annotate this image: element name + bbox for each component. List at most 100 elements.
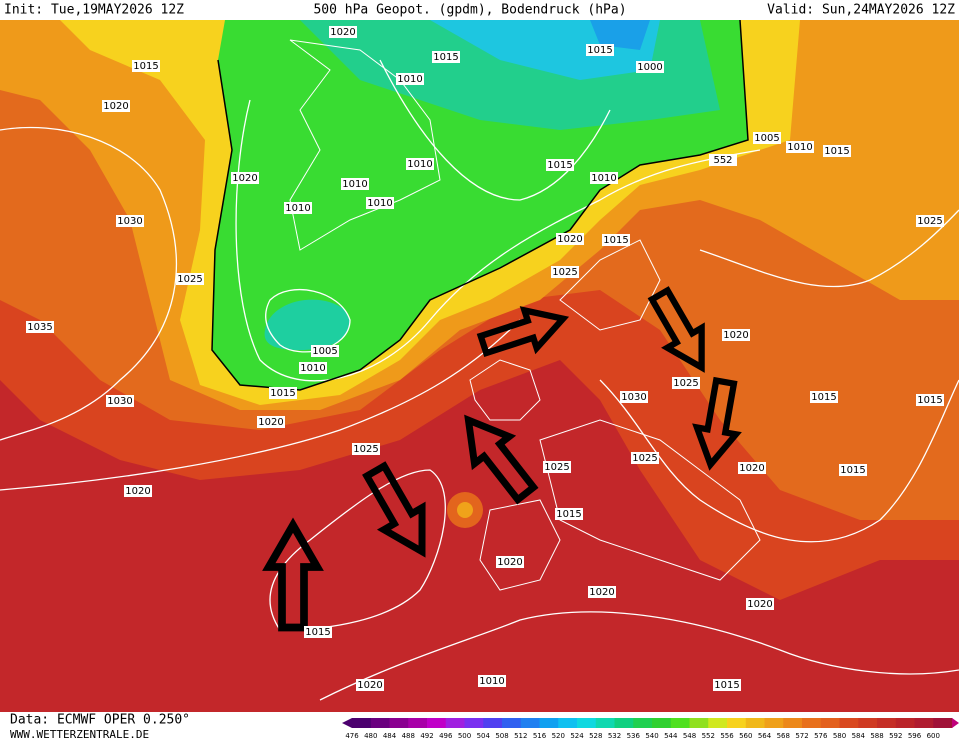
label-bg — [231, 172, 259, 184]
isobar-label: 1010 — [285, 203, 310, 214]
colorbar-label: 500 — [458, 732, 471, 740]
label-bg — [329, 26, 357, 38]
contour-552 — [211, 19, 749, 391]
isobar — [0, 319, 521, 491]
colorbar-label: 544 — [664, 732, 678, 740]
label-bg — [396, 73, 424, 85]
label-bg — [132, 60, 160, 72]
isobar-label: 1015 — [603, 235, 628, 246]
arrows — [262, 286, 742, 632]
colorbar-label: 496 — [439, 732, 453, 740]
isobar-label: 1020 — [723, 330, 748, 341]
label-bg — [269, 387, 297, 399]
isobar-label: 1020 — [497, 557, 522, 568]
colorbar-cell — [427, 718, 447, 728]
label-bg — [257, 416, 285, 428]
colorbar-cell — [595, 718, 615, 728]
colorbar-label: 560 — [739, 732, 752, 740]
colorbar-cell — [689, 718, 709, 728]
label-bg — [746, 598, 774, 610]
isobar-label: 1015 — [305, 627, 330, 638]
colorbar-cell — [558, 718, 578, 728]
colorbar-cell — [764, 718, 784, 728]
isobar-label: 1015 — [433, 52, 458, 63]
arrow — [692, 376, 742, 471]
map-title: 500 hPa Geopot. (gpdm), Bodendruck (hPa) — [313, 3, 626, 18]
isobar-label: 1020 — [232, 173, 257, 184]
isobar-label: 1025 — [544, 462, 569, 473]
isobar-label: 1020 — [739, 463, 764, 474]
isobar-label: 1015 — [714, 680, 739, 691]
colorbar-label: 588 — [870, 732, 883, 740]
label-bg — [299, 362, 327, 374]
colorbar-cell — [783, 718, 803, 728]
label-bg — [916, 394, 944, 406]
label-bg — [590, 172, 618, 184]
label-bg — [102, 100, 130, 112]
isobar-label: 1025 — [673, 378, 698, 389]
isobar-label: 1025 — [632, 453, 657, 464]
label-bg — [116, 215, 144, 227]
isobar-label: 1015 — [547, 160, 572, 171]
scandinavia — [559, 239, 661, 331]
label-bg — [546, 159, 574, 171]
isobar-labels: 1020 1015 1015 1000 1010 1015 1020 1005 1010 1015… — [26, 26, 944, 691]
colorbar-label: 536 — [627, 732, 641, 740]
label-bg — [738, 462, 766, 474]
low-center — [264, 299, 350, 350]
colorbar-label: 568 — [777, 732, 790, 740]
colorbar-label: 572 — [795, 732, 808, 740]
isobar — [599, 379, 959, 543]
label-bg — [620, 391, 648, 403]
isobars — [0, 59, 959, 701]
label-bg — [106, 395, 134, 407]
iberia — [479, 499, 561, 591]
isobar-label: 1020 — [103, 101, 128, 112]
colorbar-label: 524 — [570, 732, 584, 740]
init-time: Init: Tue,19MAY2026 12Z — [4, 3, 184, 18]
label-bg — [432, 51, 460, 63]
colorbar-label: 512 — [514, 732, 527, 740]
isobar-label: 1005 — [754, 133, 779, 144]
isobar-label: 1015 — [824, 146, 849, 157]
isobar — [319, 611, 959, 701]
label-bg — [304, 626, 332, 638]
colorbar-label: 596 — [908, 732, 922, 740]
map-area: 1020 1015 1015 1000 1010 1015 1020 1005 1010 1015… — [0, 19, 959, 712]
label-bg — [823, 145, 851, 157]
label-bg — [478, 675, 506, 687]
colorbar: 476 480 484 488 492 496 500 504 508 512 516 520 524 5… — [342, 718, 959, 740]
arrow — [464, 414, 539, 505]
colorbar-cell — [520, 718, 540, 728]
isobar-label: 1020 — [258, 417, 283, 428]
label-bg — [588, 586, 616, 598]
label-bg — [356, 679, 384, 691]
colorbar-cell — [483, 718, 503, 728]
isobar-label: 552 — [713, 155, 732, 166]
europe-coast — [539, 419, 761, 581]
isobar-label: 1025 — [353, 444, 378, 455]
label-bg — [636, 61, 664, 73]
isobar-label: 1010 — [591, 173, 616, 184]
colorbar-cell — [745, 718, 765, 728]
colorbar-cell — [802, 718, 822, 728]
isobar-label: 1010 — [397, 74, 422, 85]
label-bg — [341, 178, 369, 190]
colorbar-label: 552 — [702, 732, 715, 740]
label-bg — [555, 508, 583, 520]
label-bg — [406, 158, 434, 170]
cutoff-core — [457, 502, 473, 518]
label-bg — [551, 266, 579, 278]
label-bg — [709, 154, 737, 166]
colorbar-label: 548 — [683, 732, 696, 740]
colorbar-label: 508 — [495, 732, 508, 740]
colorbar-label: 516 — [533, 732, 547, 740]
label-bg — [366, 197, 394, 209]
label-bg — [916, 215, 944, 227]
isobar-label: 1015 — [587, 45, 612, 56]
colorbar-label: 528 — [589, 732, 602, 740]
coastlines — [289, 39, 761, 591]
colorbar-cell — [895, 718, 915, 728]
colorbar-label: 584 — [852, 732, 866, 740]
